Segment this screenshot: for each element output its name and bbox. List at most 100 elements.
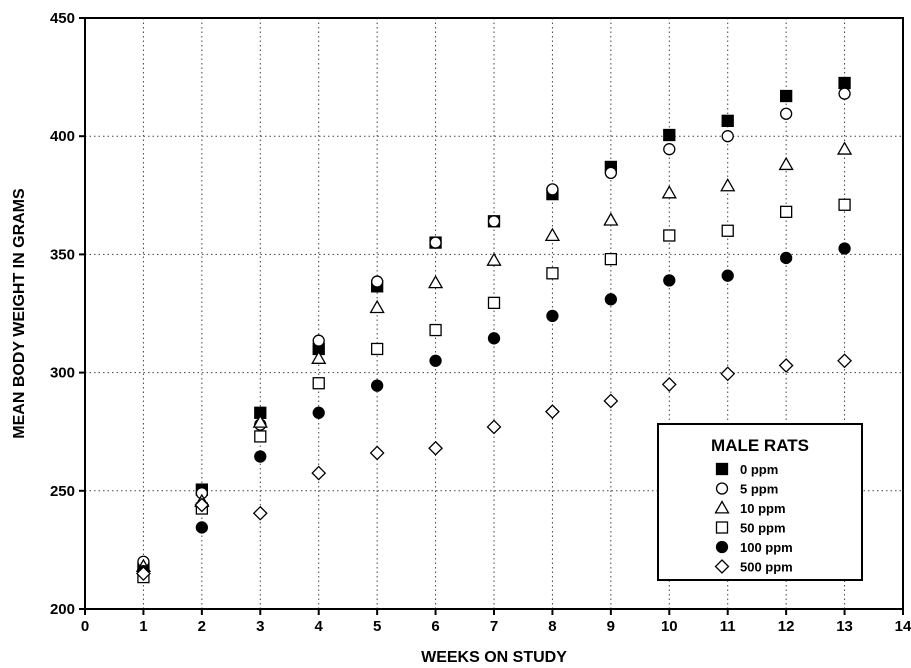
data-point: [721, 130, 734, 143]
legend-title: MALE RATS: [711, 436, 809, 455]
data-point: [720, 178, 736, 192]
data-point: [195, 521, 209, 534]
data-point: [254, 430, 267, 443]
data-point: [252, 414, 268, 428]
data-point: [486, 419, 502, 435]
data-point: [254, 450, 267, 463]
y-tick-label: 400: [50, 128, 75, 145]
legend-marker: [714, 559, 730, 574]
data-point: [545, 404, 560, 420]
grid: [85, 18, 903, 609]
legend-box: [657, 423, 863, 581]
data-point: [603, 212, 619, 226]
data-point: [603, 393, 619, 409]
data-point: [720, 366, 736, 382]
series-100-ppm: [137, 242, 851, 578]
data-point: [721, 269, 734, 282]
data-point: [370, 342, 384, 356]
data-point: [252, 505, 268, 521]
data-point: [838, 87, 851, 100]
y-axis-title: MEAN BODY WEIGHT IN GRAMS: [11, 188, 28, 439]
data-point: [429, 236, 442, 249]
data-point: [836, 141, 853, 155]
data-point: [546, 267, 559, 280]
data-point: [427, 274, 444, 289]
x-tick-label: 2: [198, 618, 206, 635]
x-tick-label: 0: [81, 618, 89, 635]
data-point: [663, 143, 676, 156]
legend-label: 10 ppm: [740, 501, 786, 516]
data-point: [194, 497, 210, 513]
data-point: [663, 128, 676, 142]
x-tick-label: 9: [607, 618, 615, 635]
x-tick-label: 11: [720, 618, 736, 635]
y-tick-label: 200: [50, 601, 75, 618]
series-500-ppm: [136, 353, 852, 581]
data-point: [370, 275, 384, 288]
data-points: [135, 76, 853, 584]
legend-marker: [715, 521, 729, 534]
legend: MALE RATS 0 ppm 5 ppm 10 ppm 50 ppm 100 ppm 5…: [657, 423, 863, 581]
x-tick-label: 12: [778, 618, 795, 635]
legend-marker: [715, 462, 729, 476]
data-point: [311, 350, 327, 364]
data-point: [778, 358, 794, 373]
data-point: [312, 377, 325, 390]
data-point: [370, 379, 384, 392]
x-tick-label: 7: [490, 618, 498, 635]
data-point: [429, 323, 442, 337]
x-tick-label: 3: [256, 618, 264, 635]
data-point: [546, 309, 559, 323]
data-point: [779, 251, 793, 265]
data-point: [663, 229, 676, 242]
x-tick-label: 14: [895, 618, 911, 635]
y-tick-label: 250: [50, 483, 75, 500]
data-point: [779, 89, 793, 103]
data-point: [486, 252, 502, 266]
data-point: [487, 296, 501, 310]
y-tick-label: 350: [50, 246, 75, 263]
data-point: [369, 299, 385, 314]
data-point: [721, 114, 734, 127]
data-point: [604, 293, 618, 306]
data-point: [487, 332, 501, 345]
legend-label: 50 ppm: [740, 521, 786, 536]
legend-label: 100 ppm: [740, 540, 793, 555]
data-point: [369, 445, 385, 461]
legend-label: 5 ppm: [740, 482, 778, 497]
data-point: [604, 252, 618, 266]
data-point: [136, 566, 151, 581]
x-tick-label: 1: [139, 618, 147, 635]
x-tick-label: 8: [548, 618, 556, 635]
legend-label: 0 ppm: [740, 462, 778, 477]
data-point: [779, 107, 793, 120]
data-point: [429, 354, 442, 367]
data-point: [838, 242, 851, 255]
data-point: [311, 465, 327, 481]
data-point: [837, 353, 852, 369]
data-point: [663, 274, 676, 287]
data-point: [546, 183, 559, 196]
legend-marker: [715, 482, 729, 495]
data-point: [779, 205, 793, 218]
data-point: [778, 156, 794, 171]
data-point: [721, 224, 734, 237]
x-tick-label: 4: [315, 618, 324, 635]
data-point: [312, 406, 325, 419]
x-tick-label: 6: [431, 618, 439, 635]
x-tick-label: 5: [373, 618, 381, 635]
legend-marker: [714, 500, 730, 514]
legend-label: 500 ppm: [740, 560, 793, 575]
y-tick-label: 300: [50, 365, 75, 382]
data-point: [838, 76, 851, 90]
legend-items: 0 ppm 5 ppm 10 ppm 50 ppm 100 ppm 500 ppm: [714, 462, 793, 575]
y-tick-label: 450: [50, 10, 75, 27]
data-point: [661, 377, 677, 392]
x-axis-title: WEEKS ON STUDY: [421, 649, 567, 666]
x-tick-label: 10: [661, 618, 678, 635]
x-tick-label: 13: [836, 618, 853, 635]
data-point: [661, 185, 677, 199]
legend-marker: [715, 540, 729, 554]
